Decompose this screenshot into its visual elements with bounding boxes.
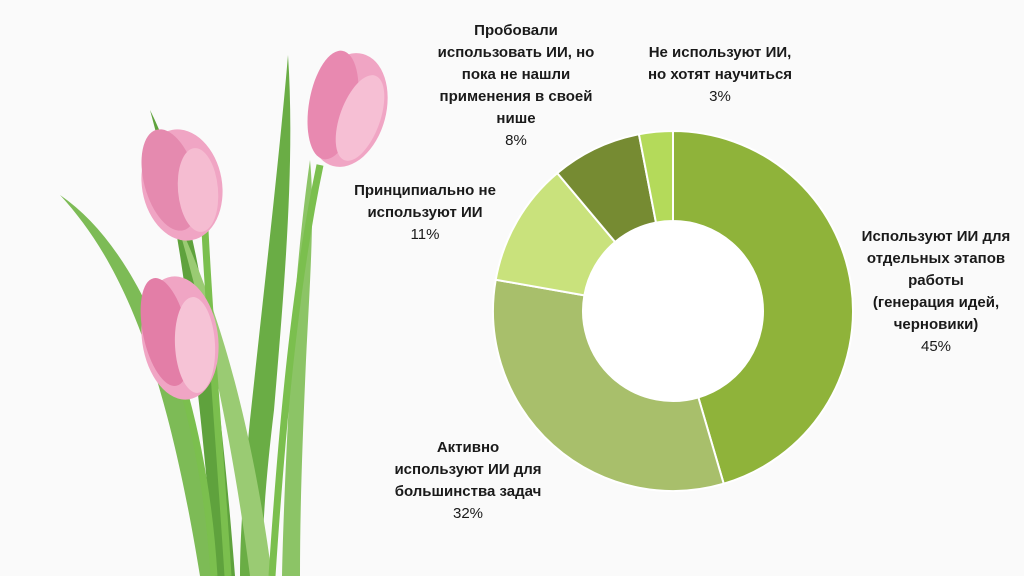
tulip-top <box>307 50 388 167</box>
slice-2-value: 11% <box>410 226 440 243</box>
slice-label-1: Активно используют ИИ для большинства за… <box>378 437 558 525</box>
slice-label-4: Не используют ИИ, но хотят научиться 3% <box>630 42 810 108</box>
donut-hole <box>583 221 763 401</box>
slice-label-0: Используют ИИ для отдельных этапов работ… <box>848 226 1024 358</box>
slice-1-value: 32% <box>452 505 484 522</box>
tulips-illustration <box>60 50 388 576</box>
slice-4-value: 3% <box>709 88 731 105</box>
slice-1-name: Активно используют ИИ для большинства за… <box>394 439 542 500</box>
tulip-middle <box>141 129 223 241</box>
slice-0-value: 45% <box>920 338 952 355</box>
slice-3-name: Пробовали использовать ИИ, но пока не на… <box>437 22 595 127</box>
slice-label-2: Принципиально не используют ИИ 11% <box>340 180 510 246</box>
slice-3-value: 8% <box>505 132 527 149</box>
slice-2-name: Принципиально не используют ИИ <box>354 182 496 221</box>
slice-4-name: Не используют ИИ, но хотят научиться <box>647 44 793 83</box>
tulip-bottom <box>140 276 219 400</box>
slice-0-name: Используют ИИ для отдельных этапов работ… <box>861 228 1011 333</box>
slice-label-3: Пробовали использовать ИИ, но пока не на… <box>416 20 616 152</box>
